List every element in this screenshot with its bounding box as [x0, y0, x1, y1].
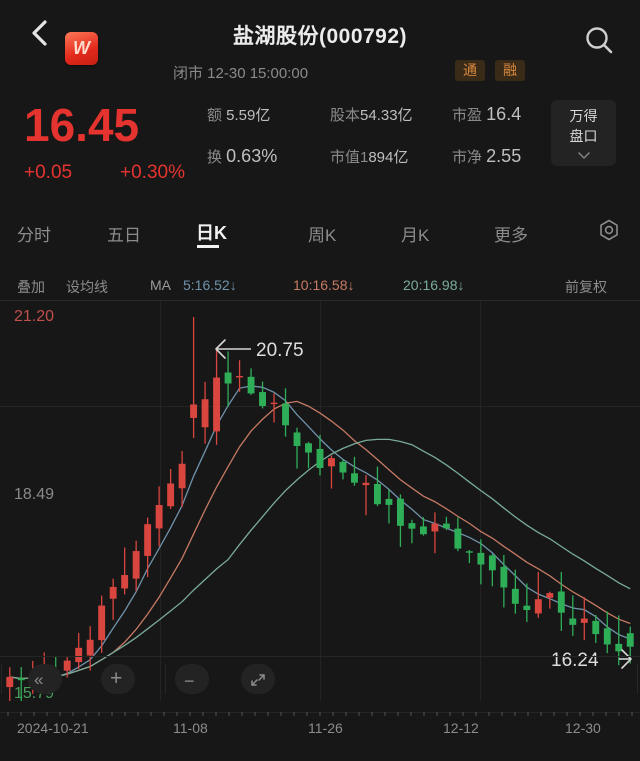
svg-text:20.75: 20.75: [256, 340, 304, 361]
